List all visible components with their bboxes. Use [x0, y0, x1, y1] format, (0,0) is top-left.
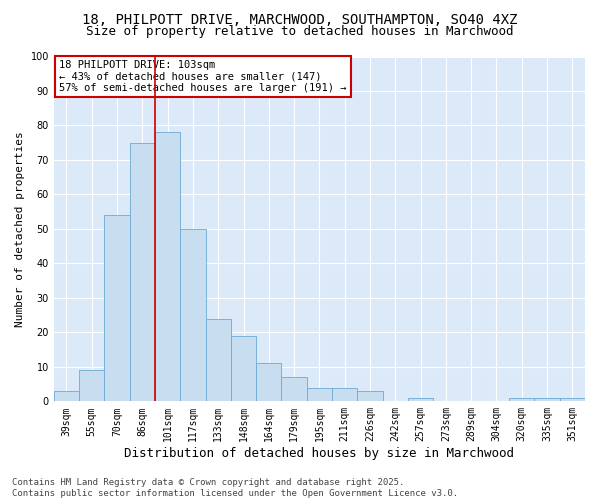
- Y-axis label: Number of detached properties: Number of detached properties: [15, 131, 25, 327]
- Bar: [332, 388, 358, 402]
- Bar: [104, 215, 130, 402]
- Text: 18, PHILPOTT DRIVE, MARCHWOOD, SOUTHAMPTON, SO40 4XZ: 18, PHILPOTT DRIVE, MARCHWOOD, SOUTHAMPT…: [82, 12, 518, 26]
- Text: Contains HM Land Registry data © Crown copyright and database right 2025.
Contai: Contains HM Land Registry data © Crown c…: [12, 478, 458, 498]
- Text: 18 PHILPOTT DRIVE: 103sqm
← 43% of detached houses are smaller (147)
57% of semi: 18 PHILPOTT DRIVE: 103sqm ← 43% of detac…: [59, 60, 347, 93]
- Bar: [535, 398, 560, 402]
- X-axis label: Distribution of detached houses by size in Marchwood: Distribution of detached houses by size …: [124, 447, 514, 460]
- Bar: [281, 377, 307, 402]
- Bar: [408, 398, 433, 402]
- Bar: [79, 370, 104, 402]
- Bar: [180, 229, 206, 402]
- Bar: [130, 142, 155, 402]
- Bar: [231, 336, 256, 402]
- Bar: [155, 132, 180, 402]
- Bar: [307, 388, 332, 402]
- Bar: [560, 398, 585, 402]
- Bar: [256, 364, 281, 402]
- Bar: [54, 391, 79, 402]
- Bar: [358, 391, 383, 402]
- Text: Size of property relative to detached houses in Marchwood: Size of property relative to detached ho…: [86, 25, 514, 38]
- Bar: [206, 318, 231, 402]
- Bar: [509, 398, 535, 402]
